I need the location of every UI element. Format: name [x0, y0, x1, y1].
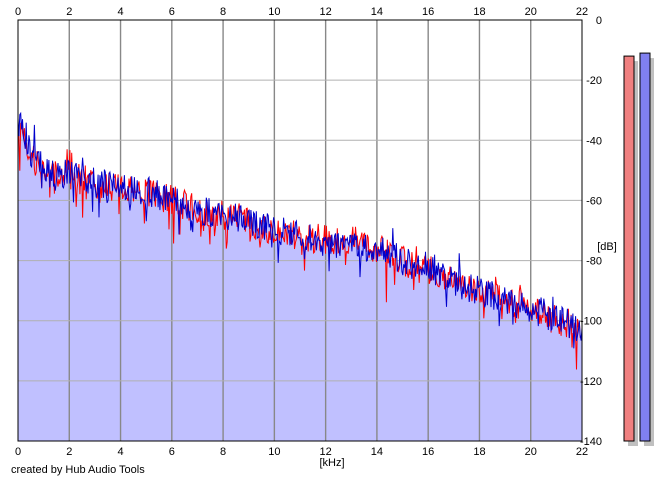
level-meter-left — [623, 55, 635, 442]
y-tick-label: -140 — [580, 436, 602, 448]
x-tick-label-bottom: 2 — [66, 446, 72, 458]
y-tick-label: -60 — [586, 195, 602, 207]
x-tick-label-bottom: 0 — [15, 446, 21, 458]
x-tick-label-top: 22 — [576, 6, 588, 18]
x-tick-label-bottom: 20 — [525, 446, 537, 458]
y-axis-label: [dB] — [597, 241, 617, 253]
x-tick-label-top: 0 — [15, 6, 21, 18]
y-tick-label: -120 — [580, 376, 602, 388]
x-tick-label-top: 14 — [371, 6, 383, 18]
x-tick-label-top: 2 — [66, 6, 72, 18]
y-tick-label: -40 — [586, 135, 602, 147]
x-tick-label-top: 12 — [320, 6, 332, 18]
credit-text: created by Hub Audio Tools — [11, 464, 145, 476]
x-tick-label-top: 4 — [117, 6, 123, 18]
x-tick-label-bottom: 14 — [371, 446, 383, 458]
y-tick-label: -20 — [586, 75, 602, 87]
x-tick-label-bottom: 18 — [473, 446, 485, 458]
x-tick-label-top: 18 — [473, 6, 485, 18]
y-tick-label: -100 — [580, 316, 602, 328]
x-axis-top-tick-labels: 0 2 4 6 8 10 12 14 16 18 20 22 — [15, 6, 588, 18]
level-meter-right — [639, 52, 651, 442]
x-axis-label: [kHz] — [319, 457, 344, 469]
x-tick-label-top: 6 — [169, 6, 175, 18]
x-tick-label-bottom: 8 — [220, 446, 226, 458]
level-meters — [623, 52, 654, 446]
y-tick-label: -80 — [586, 256, 602, 268]
x-tick-label-bottom: 22 — [576, 446, 588, 458]
plot-frame — [17, 19, 583, 442]
x-tick-label-top: 16 — [422, 6, 434, 18]
x-tick-label-bottom: 16 — [422, 446, 434, 458]
x-axis-bottom-tick-labels: 0 2 4 6 8 10 12 14 16 18 20 22 — [15, 446, 588, 458]
x-tick-label-bottom: 12 — [320, 446, 332, 458]
x-tick-label-bottom: 10 — [268, 446, 280, 458]
x-tick-label-top: 8 — [220, 6, 226, 18]
x-tick-label-bottom: 6 — [169, 446, 175, 458]
y-axis-tick-labels: 0 -20 -40 -60 -80 -100 -120 -140 — [580, 15, 602, 448]
x-tick-label-bottom: 4 — [117, 446, 123, 458]
x-tick-label-top: 10 — [268, 6, 280, 18]
x-tick-label-top: 20 — [525, 6, 537, 18]
y-tick-label: 0 — [596, 15, 602, 27]
right-channel-trace — [17, 111, 583, 349]
